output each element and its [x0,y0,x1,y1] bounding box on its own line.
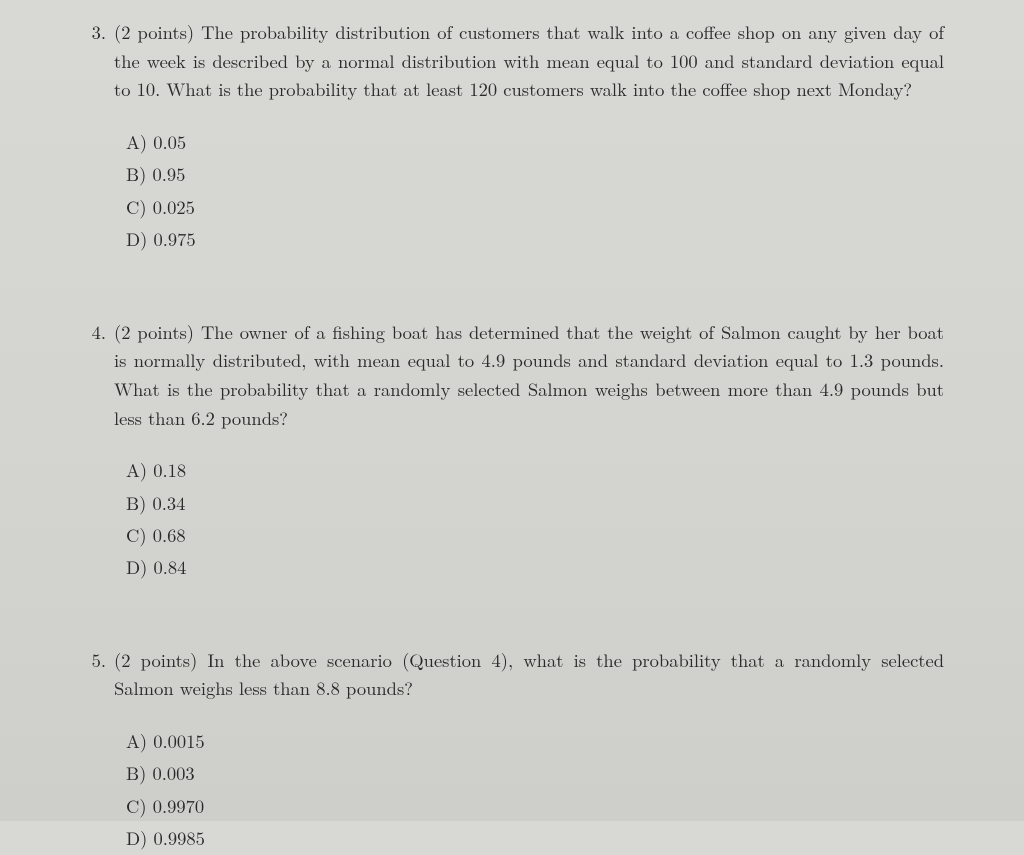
option-label: C) [126,194,147,220]
question-number: 5. [80,646,114,675]
option-value: 0.05 [153,129,186,155]
option-label: B) [126,760,146,786]
question-text: (2 points) The probability distribution … [114,18,944,104]
option-label: B) [126,490,146,516]
question-3: 3. (2 points) The probability distributi… [80,18,944,256]
question-text: (2 points) In the above scenario (Questi… [114,646,944,703]
option-value: 0.18 [153,457,186,483]
option-label: A) [126,457,147,483]
option-b: B) 0.003 [126,757,944,789]
option-label: A) [126,728,147,754]
option-label: D) [126,825,147,851]
question-body: The probability distribution of customer… [114,19,944,102]
option-value: 0.003 [152,760,194,786]
option-c: C) 0.025 [126,191,944,223]
option-a: A) 0.18 [126,454,944,486]
option-d: D) 0.975 [126,223,944,255]
option-a: A) 0.05 [126,126,944,158]
option-value: 0.025 [153,194,195,220]
question-number: 3. [80,18,114,47]
question-text: (2 points) The owner of a fishing boat h… [114,318,944,433]
option-d: D) 0.9985 [126,822,944,854]
options-list: A) 0.05 B) 0.95 C) 0.025 D) 0.975 [126,126,944,256]
option-value: 0.9985 [154,825,205,851]
option-b: B) 0.95 [126,158,944,190]
question-number: 4. [80,318,114,347]
question-body: The owner of a fishing boat has determin… [114,319,944,431]
question-points: (2 points) [114,19,194,45]
option-c: C) 0.68 [126,519,944,551]
option-value: 0.95 [152,161,185,187]
option-label: D) [126,226,147,252]
question-points: (2 points) [114,647,197,673]
option-label: C) [126,793,147,819]
option-label: D) [126,554,147,580]
question-header: 4. (2 points) The owner of a fishing boa… [80,318,944,433]
option-c: C) 0.9970 [126,790,944,822]
question-body: In the above scenario (Question 4), what… [114,647,944,702]
question-header: 5. (2 points) In the above scenario (Que… [80,646,944,703]
question-points: (2 points) [114,319,194,345]
option-value: 0.0015 [153,728,204,754]
option-label: A) [126,129,147,155]
option-value: 0.84 [154,554,187,580]
option-value: 0.34 [152,490,185,516]
option-label: C) [126,522,147,548]
option-a: A) 0.0015 [126,725,944,757]
question-header: 3. (2 points) The probability distributi… [80,18,944,104]
option-value: 0.68 [153,522,186,548]
option-value: 0.9970 [153,793,204,819]
options-list: A) 0.0015 B) 0.003 C) 0.9970 D) 0.9985 [126,725,944,855]
question-5: 5. (2 points) In the above scenario (Que… [80,646,944,855]
option-label: B) [126,161,146,187]
question-4: 4. (2 points) The owner of a fishing boa… [80,318,944,584]
option-d: D) 0.84 [126,551,944,583]
option-b: B) 0.34 [126,487,944,519]
option-value: 0.975 [154,226,196,252]
options-list: A) 0.18 B) 0.34 C) 0.68 D) 0.84 [126,454,944,584]
